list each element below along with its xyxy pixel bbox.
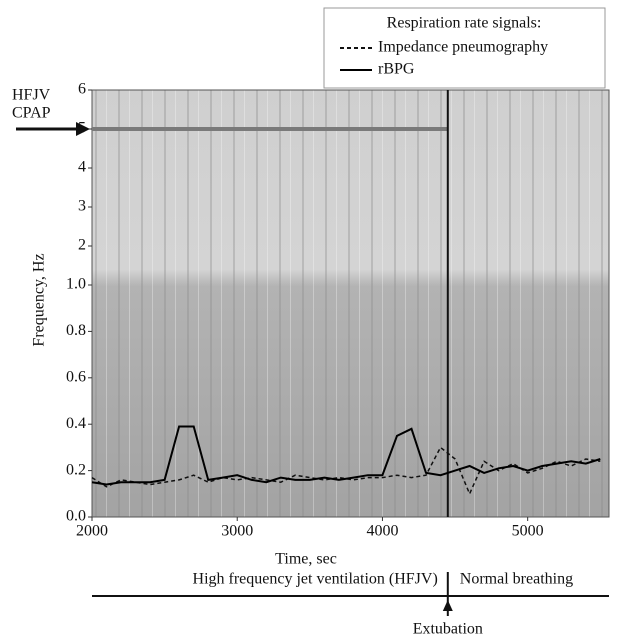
annotation-label: CPAP: [12, 105, 51, 122]
series-line: [91, 446, 601, 496]
x-tick-label: 2000: [76, 523, 108, 540]
y-tick-label: 0.8: [66, 322, 86, 339]
annotation-label: HFJV: [12, 87, 51, 104]
x-axis-label: Time, sec: [275, 551, 337, 568]
annotation-arrowhead: [76, 122, 90, 136]
phase-label: Normal breathing: [460, 571, 573, 588]
y-tick-label: 6: [78, 81, 86, 98]
legend-label: rBPG: [378, 61, 415, 78]
y-tick-label: 0.0: [66, 508, 86, 525]
y-tick-label: 4: [78, 159, 86, 176]
y-tick-label: 0.4: [66, 415, 86, 432]
x-tick-label: 4000: [366, 523, 398, 540]
x-tick-label: 3000: [221, 523, 253, 540]
y-tick-label: 0.2: [66, 461, 86, 478]
x-tick-label: 5000: [512, 523, 544, 540]
extubation-label: Extubation: [413, 621, 483, 638]
spectrogram-streaks: [92, 90, 609, 517]
y-tick-label: 2: [78, 237, 86, 254]
y-tick-label: 3: [78, 198, 86, 215]
y-tick-label: 0.6: [66, 368, 86, 385]
legend-title: Respiration rate signals:: [387, 15, 542, 32]
phase-label: High frequency jet ventilation (HFJV): [193, 571, 438, 588]
legend-label: Impedance pneumography: [378, 39, 548, 56]
series-line: [91, 425, 601, 486]
plot-frame: [91, 89, 610, 518]
extubation-arrowhead: [442, 600, 453, 611]
y-tick-label: 1.0: [66, 276, 86, 293]
y-axis-label: Frequency, Hz: [31, 253, 48, 346]
